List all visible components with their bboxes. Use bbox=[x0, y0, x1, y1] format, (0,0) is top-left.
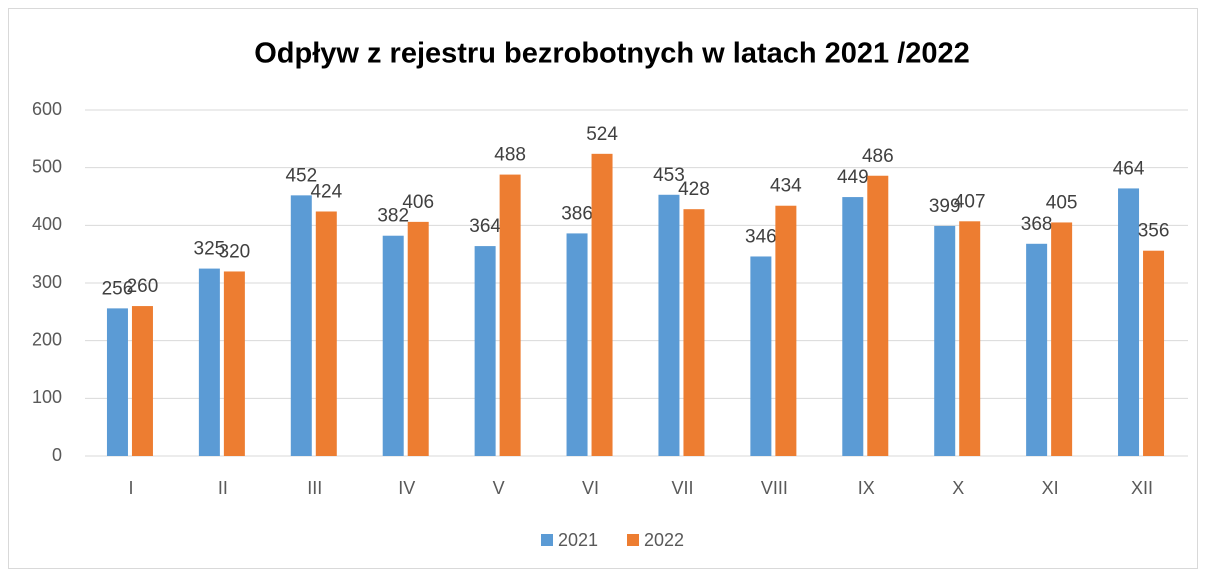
value-label: 464 bbox=[1113, 158, 1145, 179]
bar bbox=[658, 194, 680, 456]
value-label: 406 bbox=[402, 192, 434, 213]
bar bbox=[315, 211, 337, 456]
value-label: 382 bbox=[377, 206, 409, 227]
x-tick-label: III bbox=[307, 478, 322, 498]
bar bbox=[959, 221, 981, 456]
x-tick-label: IV bbox=[398, 478, 415, 498]
y-tick-label: 600 bbox=[32, 99, 62, 119]
bar bbox=[290, 195, 312, 456]
bar bbox=[198, 268, 220, 456]
value-label: 424 bbox=[310, 182, 342, 203]
y-tick-label: 500 bbox=[32, 156, 62, 176]
bar bbox=[1143, 250, 1165, 456]
bar bbox=[499, 174, 521, 456]
value-label: 320 bbox=[219, 241, 251, 262]
value-label: 488 bbox=[494, 145, 526, 166]
x-tick-label: VII bbox=[671, 478, 693, 498]
y-tick-label: 300 bbox=[32, 272, 62, 292]
legend-swatch bbox=[627, 534, 639, 546]
bar bbox=[474, 246, 496, 456]
legend-swatch bbox=[541, 534, 553, 546]
value-label: 449 bbox=[837, 167, 869, 188]
value-label: 428 bbox=[678, 179, 710, 200]
y-tick-label: 400 bbox=[32, 214, 62, 234]
value-label: 356 bbox=[1138, 221, 1170, 242]
legend-label: 2021 bbox=[558, 530, 598, 550]
value-label: 452 bbox=[285, 165, 317, 186]
x-tick-label: X bbox=[952, 478, 964, 498]
x-tick-label: II bbox=[218, 478, 228, 498]
chart-title: Odpływ z rejestru bezrobotnych w latach … bbox=[254, 38, 970, 70]
y-tick-label: 200 bbox=[32, 329, 62, 349]
x-tick-label: XII bbox=[1131, 478, 1153, 498]
y-tick-label: 0 bbox=[52, 445, 62, 465]
value-label: 325 bbox=[194, 239, 226, 260]
x-tick-label: I bbox=[128, 478, 133, 498]
value-label: 407 bbox=[954, 191, 986, 212]
value-label: 368 bbox=[1021, 214, 1053, 235]
bar bbox=[750, 256, 772, 456]
value-label: 486 bbox=[862, 146, 894, 167]
bar bbox=[775, 205, 797, 456]
legend-label: 2022 bbox=[644, 530, 684, 550]
value-label: 260 bbox=[127, 276, 159, 297]
x-tick-label: VIII bbox=[761, 478, 788, 498]
x-tick-label: XI bbox=[1042, 478, 1059, 498]
bar bbox=[934, 225, 956, 456]
bar bbox=[566, 233, 588, 456]
value-label: 453 bbox=[653, 165, 685, 186]
value-label: 346 bbox=[745, 226, 777, 247]
bar bbox=[407, 221, 429, 456]
bar bbox=[131, 306, 153, 456]
x-tick-label: VI bbox=[582, 478, 599, 498]
bar bbox=[382, 235, 404, 456]
bar bbox=[1051, 222, 1073, 456]
bar bbox=[106, 308, 128, 456]
value-label: 256 bbox=[102, 278, 134, 299]
bar bbox=[683, 209, 705, 456]
value-label: 524 bbox=[586, 124, 618, 145]
bar bbox=[867, 175, 889, 457]
value-label: 434 bbox=[770, 176, 802, 197]
y-tick-label: 100 bbox=[32, 387, 62, 407]
x-tick-label: V bbox=[493, 478, 505, 498]
bar bbox=[1118, 188, 1140, 456]
value-label: 405 bbox=[1046, 192, 1078, 213]
bar bbox=[842, 197, 864, 456]
bar bbox=[223, 271, 245, 456]
value-label: 386 bbox=[561, 203, 593, 224]
x-tick-label: IX bbox=[858, 478, 875, 498]
bar bbox=[1026, 243, 1048, 456]
value-label: 399 bbox=[929, 196, 961, 217]
value-label: 364 bbox=[469, 216, 501, 237]
bar bbox=[591, 153, 613, 456]
